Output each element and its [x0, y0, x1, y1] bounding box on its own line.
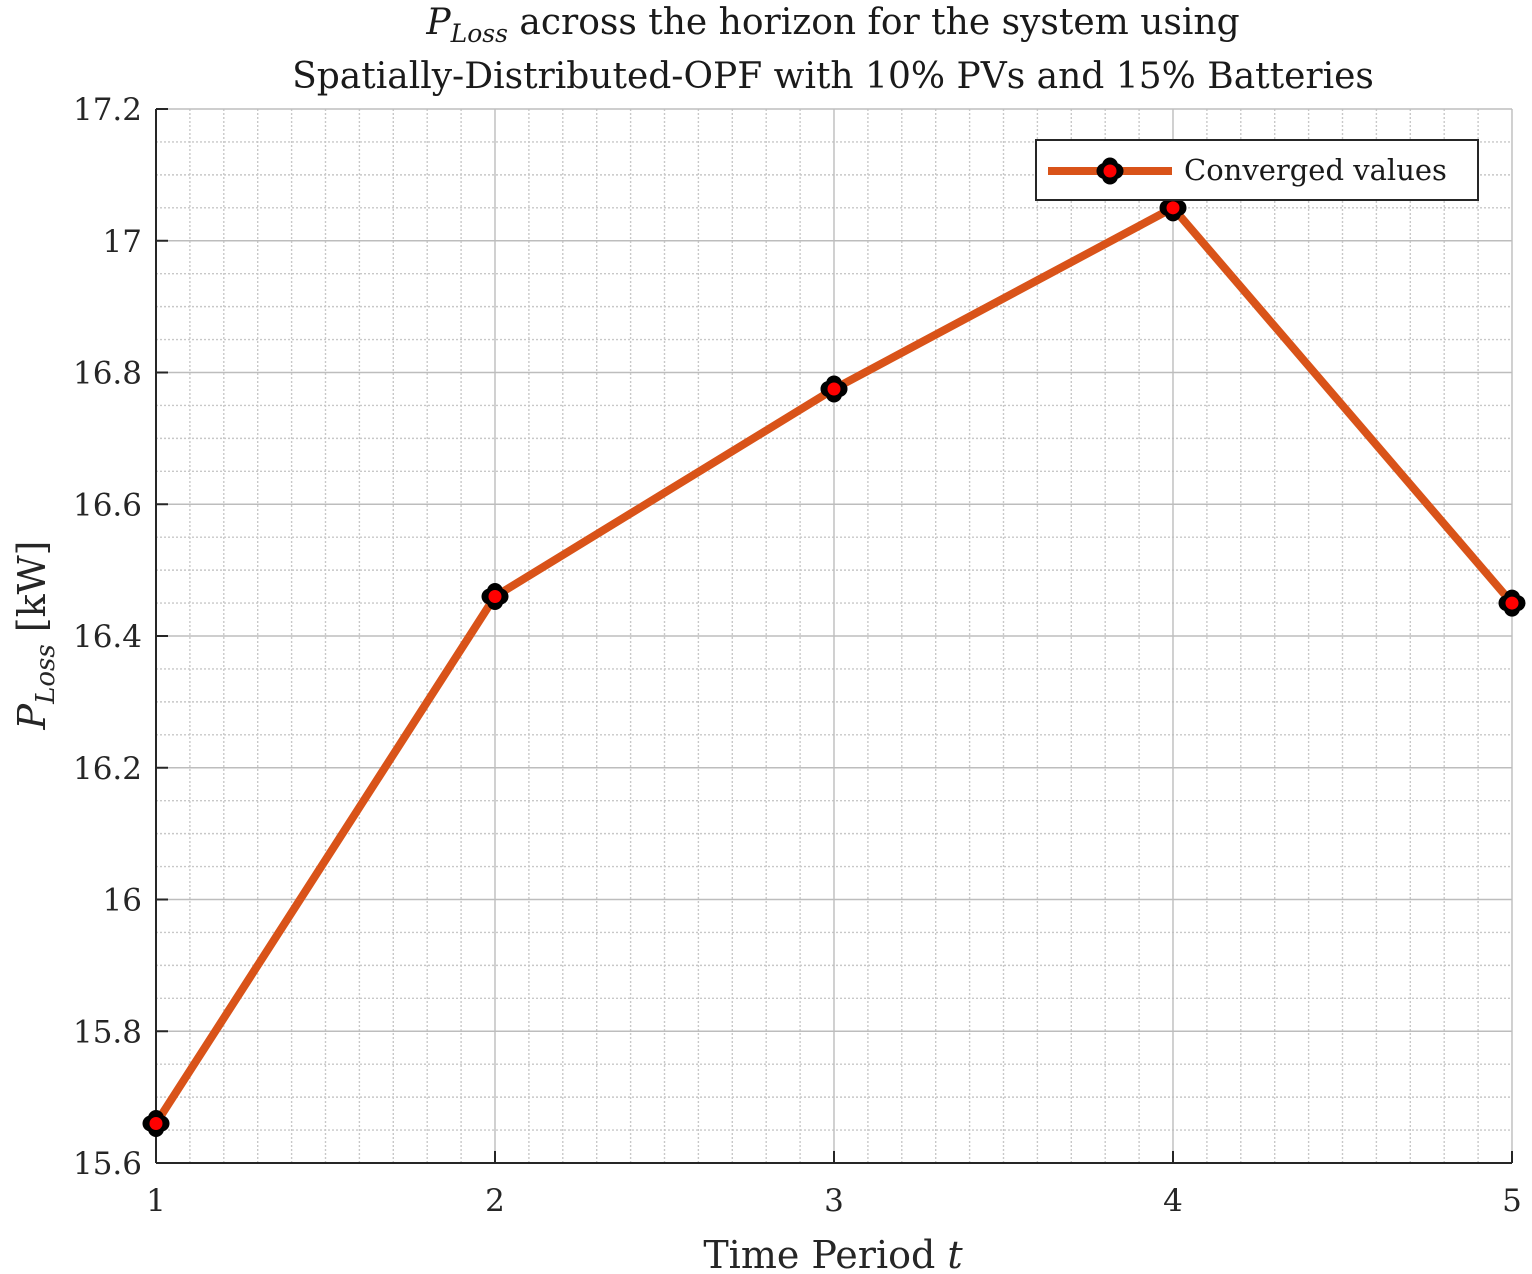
data-point-marker	[1498, 589, 1526, 617]
data-point-marker	[1096, 157, 1124, 185]
data-series	[142, 194, 1526, 1137]
data-point-marker	[820, 375, 848, 403]
x-axis-label: Time Period t	[703, 1233, 963, 1274]
legend-marker	[1096, 157, 1124, 185]
y-axis-label: PLoss [kW]	[10, 540, 61, 730]
marker-face	[1505, 596, 1519, 610]
x-tick-label: 3	[824, 1183, 844, 1219]
axes	[155, 108, 1513, 1164]
x-tick-label: 5	[1502, 1183, 1522, 1219]
x-tick-label: 2	[485, 1183, 505, 1219]
chart-title: PLoss across the horizon for the system …	[292, 2, 1374, 97]
marker-face	[488, 589, 502, 603]
y-tick-label: 15.6	[73, 1146, 142, 1182]
marker-face	[1166, 201, 1180, 215]
legend: Converged values	[1035, 139, 1479, 201]
x-tick-label: 4	[1163, 1183, 1183, 1219]
marker-face	[149, 1116, 163, 1130]
y-tick-label: 16.4	[73, 619, 142, 655]
tick-labels: 1 2 3 4 5 15.6 15.8 16 16.2 16.4 16.6 16.8 17 17.2	[73, 92, 1522, 1219]
marker-face	[827, 382, 841, 396]
legend-box	[1035, 139, 1479, 201]
y-tick-label: 16.6	[73, 487, 142, 523]
y-tick-label: 15.8	[73, 1014, 142, 1050]
y-tick-label: 16.2	[73, 751, 142, 787]
y-tick-label: 16.8	[73, 356, 142, 392]
grid	[155, 108, 1513, 1164]
data-point-marker	[142, 1109, 170, 1137]
data-point-marker	[481, 582, 509, 610]
chart-title-line2: Spatially-Distributed-OPF with 10% PVs a…	[292, 56, 1374, 97]
chart-title-line1: PLoss across the horizon for the system …	[425, 2, 1239, 48]
marker-face	[1103, 164, 1117, 178]
x-tick-label: 1	[146, 1183, 166, 1219]
legend-label-converged-values: Converged values	[1184, 153, 1447, 187]
y-tick-label: 17.2	[73, 92, 142, 128]
y-tick-label: 17	[103, 224, 142, 260]
y-tick-label: 16	[103, 883, 142, 919]
